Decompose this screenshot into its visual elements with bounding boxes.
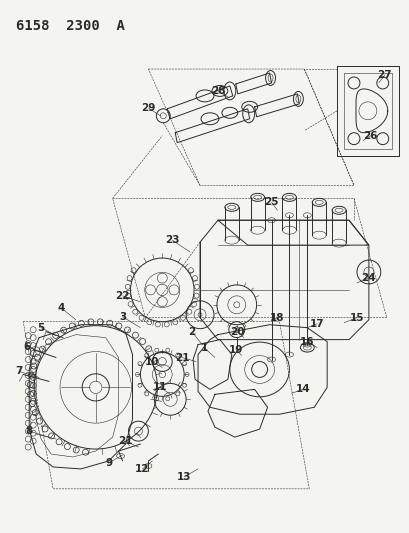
Text: 21: 21	[175, 352, 189, 362]
Text: 19: 19	[228, 344, 243, 354]
Text: 18: 18	[270, 313, 284, 323]
Text: 22: 22	[115, 291, 130, 301]
Text: 1: 1	[200, 343, 207, 352]
Text: 10: 10	[145, 357, 159, 367]
Text: 12: 12	[135, 464, 149, 474]
Text: 15: 15	[349, 313, 363, 323]
Text: 6: 6	[24, 342, 31, 352]
Text: 25: 25	[264, 197, 278, 207]
Text: 13: 13	[176, 472, 191, 482]
Text: 24: 24	[361, 273, 375, 283]
Text: 14: 14	[295, 384, 310, 394]
Text: 27: 27	[377, 70, 391, 80]
Text: 11: 11	[153, 382, 167, 392]
Text: 28: 28	[210, 86, 225, 96]
Text: 7: 7	[16, 367, 23, 376]
Text: 2: 2	[188, 327, 195, 337]
Text: 17: 17	[309, 319, 324, 329]
Text: 4: 4	[57, 303, 65, 313]
Text: 5: 5	[37, 322, 45, 333]
Text: 3: 3	[119, 312, 126, 322]
Text: 26: 26	[363, 131, 377, 141]
Text: 23: 23	[164, 235, 179, 245]
Text: 6158  2300  A: 6158 2300 A	[16, 19, 125, 33]
Text: 9: 9	[105, 458, 112, 468]
Text: 16: 16	[299, 337, 314, 346]
Text: 8: 8	[25, 426, 33, 436]
Text: 29: 29	[141, 103, 155, 113]
Text: 20: 20	[230, 327, 245, 337]
Text: 21: 21	[118, 436, 133, 446]
